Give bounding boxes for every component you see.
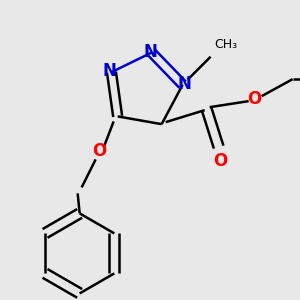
Text: O: O xyxy=(248,90,262,108)
Text: N: N xyxy=(178,75,192,93)
Text: CH₃: CH₃ xyxy=(214,38,238,51)
Text: N: N xyxy=(144,43,158,61)
Text: N: N xyxy=(103,62,116,80)
Text: O: O xyxy=(214,152,228,170)
Text: O: O xyxy=(92,142,107,160)
